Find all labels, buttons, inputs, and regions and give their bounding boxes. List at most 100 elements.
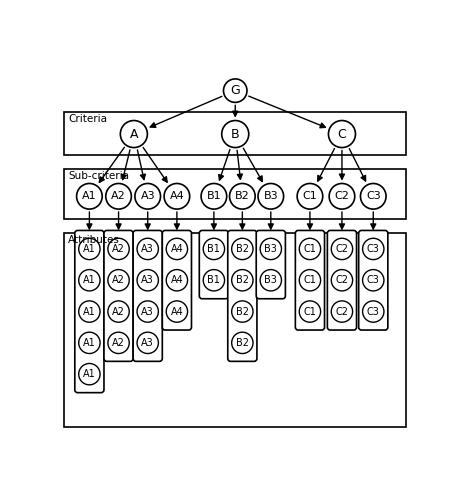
- Circle shape: [360, 184, 386, 209]
- Circle shape: [79, 332, 100, 353]
- Text: A2: A2: [112, 244, 125, 254]
- Text: A4: A4: [171, 306, 183, 316]
- Circle shape: [108, 270, 129, 291]
- Circle shape: [329, 120, 355, 148]
- Circle shape: [137, 270, 158, 291]
- Circle shape: [79, 364, 100, 385]
- FancyBboxPatch shape: [295, 230, 325, 330]
- Text: C: C: [337, 128, 347, 140]
- FancyBboxPatch shape: [199, 230, 229, 298]
- Text: C3: C3: [367, 275, 380, 285]
- Text: A1: A1: [83, 306, 96, 316]
- FancyBboxPatch shape: [75, 230, 104, 392]
- Circle shape: [224, 79, 247, 102]
- Circle shape: [79, 301, 100, 322]
- Bar: [65, 233, 406, 427]
- Circle shape: [299, 301, 320, 322]
- Circle shape: [363, 238, 384, 260]
- FancyBboxPatch shape: [327, 230, 357, 330]
- Text: B2: B2: [236, 306, 249, 316]
- Text: A4: A4: [169, 192, 184, 202]
- Text: A1: A1: [83, 338, 96, 348]
- Text: A1: A1: [83, 244, 96, 254]
- FancyBboxPatch shape: [358, 230, 388, 330]
- Circle shape: [232, 270, 253, 291]
- Circle shape: [232, 301, 253, 322]
- Circle shape: [331, 301, 353, 322]
- Circle shape: [232, 332, 253, 353]
- Text: B1: B1: [207, 275, 220, 285]
- Circle shape: [137, 332, 158, 353]
- Text: B2: B2: [236, 338, 249, 348]
- Text: C3: C3: [367, 244, 380, 254]
- Text: A4: A4: [171, 244, 183, 254]
- Text: A4: A4: [171, 275, 183, 285]
- Text: B1: B1: [207, 192, 221, 202]
- FancyBboxPatch shape: [228, 230, 257, 362]
- Circle shape: [120, 120, 147, 148]
- Text: C2: C2: [336, 306, 348, 316]
- Circle shape: [135, 184, 161, 209]
- Text: C2: C2: [336, 275, 348, 285]
- Text: G: G: [230, 84, 240, 97]
- Text: B2: B2: [236, 275, 249, 285]
- Text: B2: B2: [236, 244, 249, 254]
- Text: A2: A2: [111, 192, 126, 202]
- Circle shape: [166, 270, 188, 291]
- Text: A3: A3: [141, 275, 154, 285]
- Circle shape: [297, 184, 323, 209]
- Text: C1: C1: [302, 192, 317, 202]
- Circle shape: [230, 184, 255, 209]
- Circle shape: [106, 184, 131, 209]
- Circle shape: [260, 238, 281, 260]
- Text: Sub-criteria: Sub-criteria: [68, 172, 129, 181]
- Circle shape: [331, 270, 353, 291]
- Circle shape: [137, 301, 158, 322]
- Text: B3: B3: [263, 192, 278, 202]
- Circle shape: [108, 301, 129, 322]
- FancyBboxPatch shape: [162, 230, 191, 330]
- Text: A3: A3: [140, 192, 155, 202]
- Circle shape: [331, 238, 353, 260]
- Circle shape: [137, 238, 158, 260]
- Text: B3: B3: [264, 275, 277, 285]
- Text: C2: C2: [336, 244, 348, 254]
- Text: C1: C1: [303, 244, 316, 254]
- Text: C3: C3: [367, 306, 380, 316]
- Text: C1: C1: [303, 306, 316, 316]
- Text: A3: A3: [141, 244, 154, 254]
- Circle shape: [203, 238, 224, 260]
- Text: Attributes: Attributes: [68, 236, 120, 246]
- Circle shape: [299, 270, 320, 291]
- Circle shape: [260, 270, 281, 291]
- Text: B1: B1: [207, 244, 220, 254]
- Text: C1: C1: [303, 275, 316, 285]
- Circle shape: [329, 184, 355, 209]
- Circle shape: [164, 184, 190, 209]
- Circle shape: [79, 238, 100, 260]
- Text: A3: A3: [141, 306, 154, 316]
- Circle shape: [222, 120, 249, 148]
- Text: B2: B2: [235, 192, 250, 202]
- Text: A1: A1: [82, 192, 97, 202]
- Circle shape: [79, 270, 100, 291]
- Bar: [65, 169, 406, 218]
- Circle shape: [203, 270, 224, 291]
- Circle shape: [363, 270, 384, 291]
- Circle shape: [166, 238, 188, 260]
- Text: C3: C3: [366, 192, 381, 202]
- Text: A2: A2: [112, 275, 125, 285]
- Text: A2: A2: [112, 306, 125, 316]
- FancyBboxPatch shape: [104, 230, 133, 362]
- Text: B: B: [231, 128, 240, 140]
- Circle shape: [299, 238, 320, 260]
- Text: A2: A2: [112, 338, 125, 348]
- FancyBboxPatch shape: [133, 230, 162, 362]
- Text: B3: B3: [264, 244, 277, 254]
- Circle shape: [232, 238, 253, 260]
- Text: A1: A1: [83, 275, 96, 285]
- Text: A: A: [129, 128, 138, 140]
- Circle shape: [201, 184, 227, 209]
- Text: C2: C2: [335, 192, 349, 202]
- Circle shape: [108, 238, 129, 260]
